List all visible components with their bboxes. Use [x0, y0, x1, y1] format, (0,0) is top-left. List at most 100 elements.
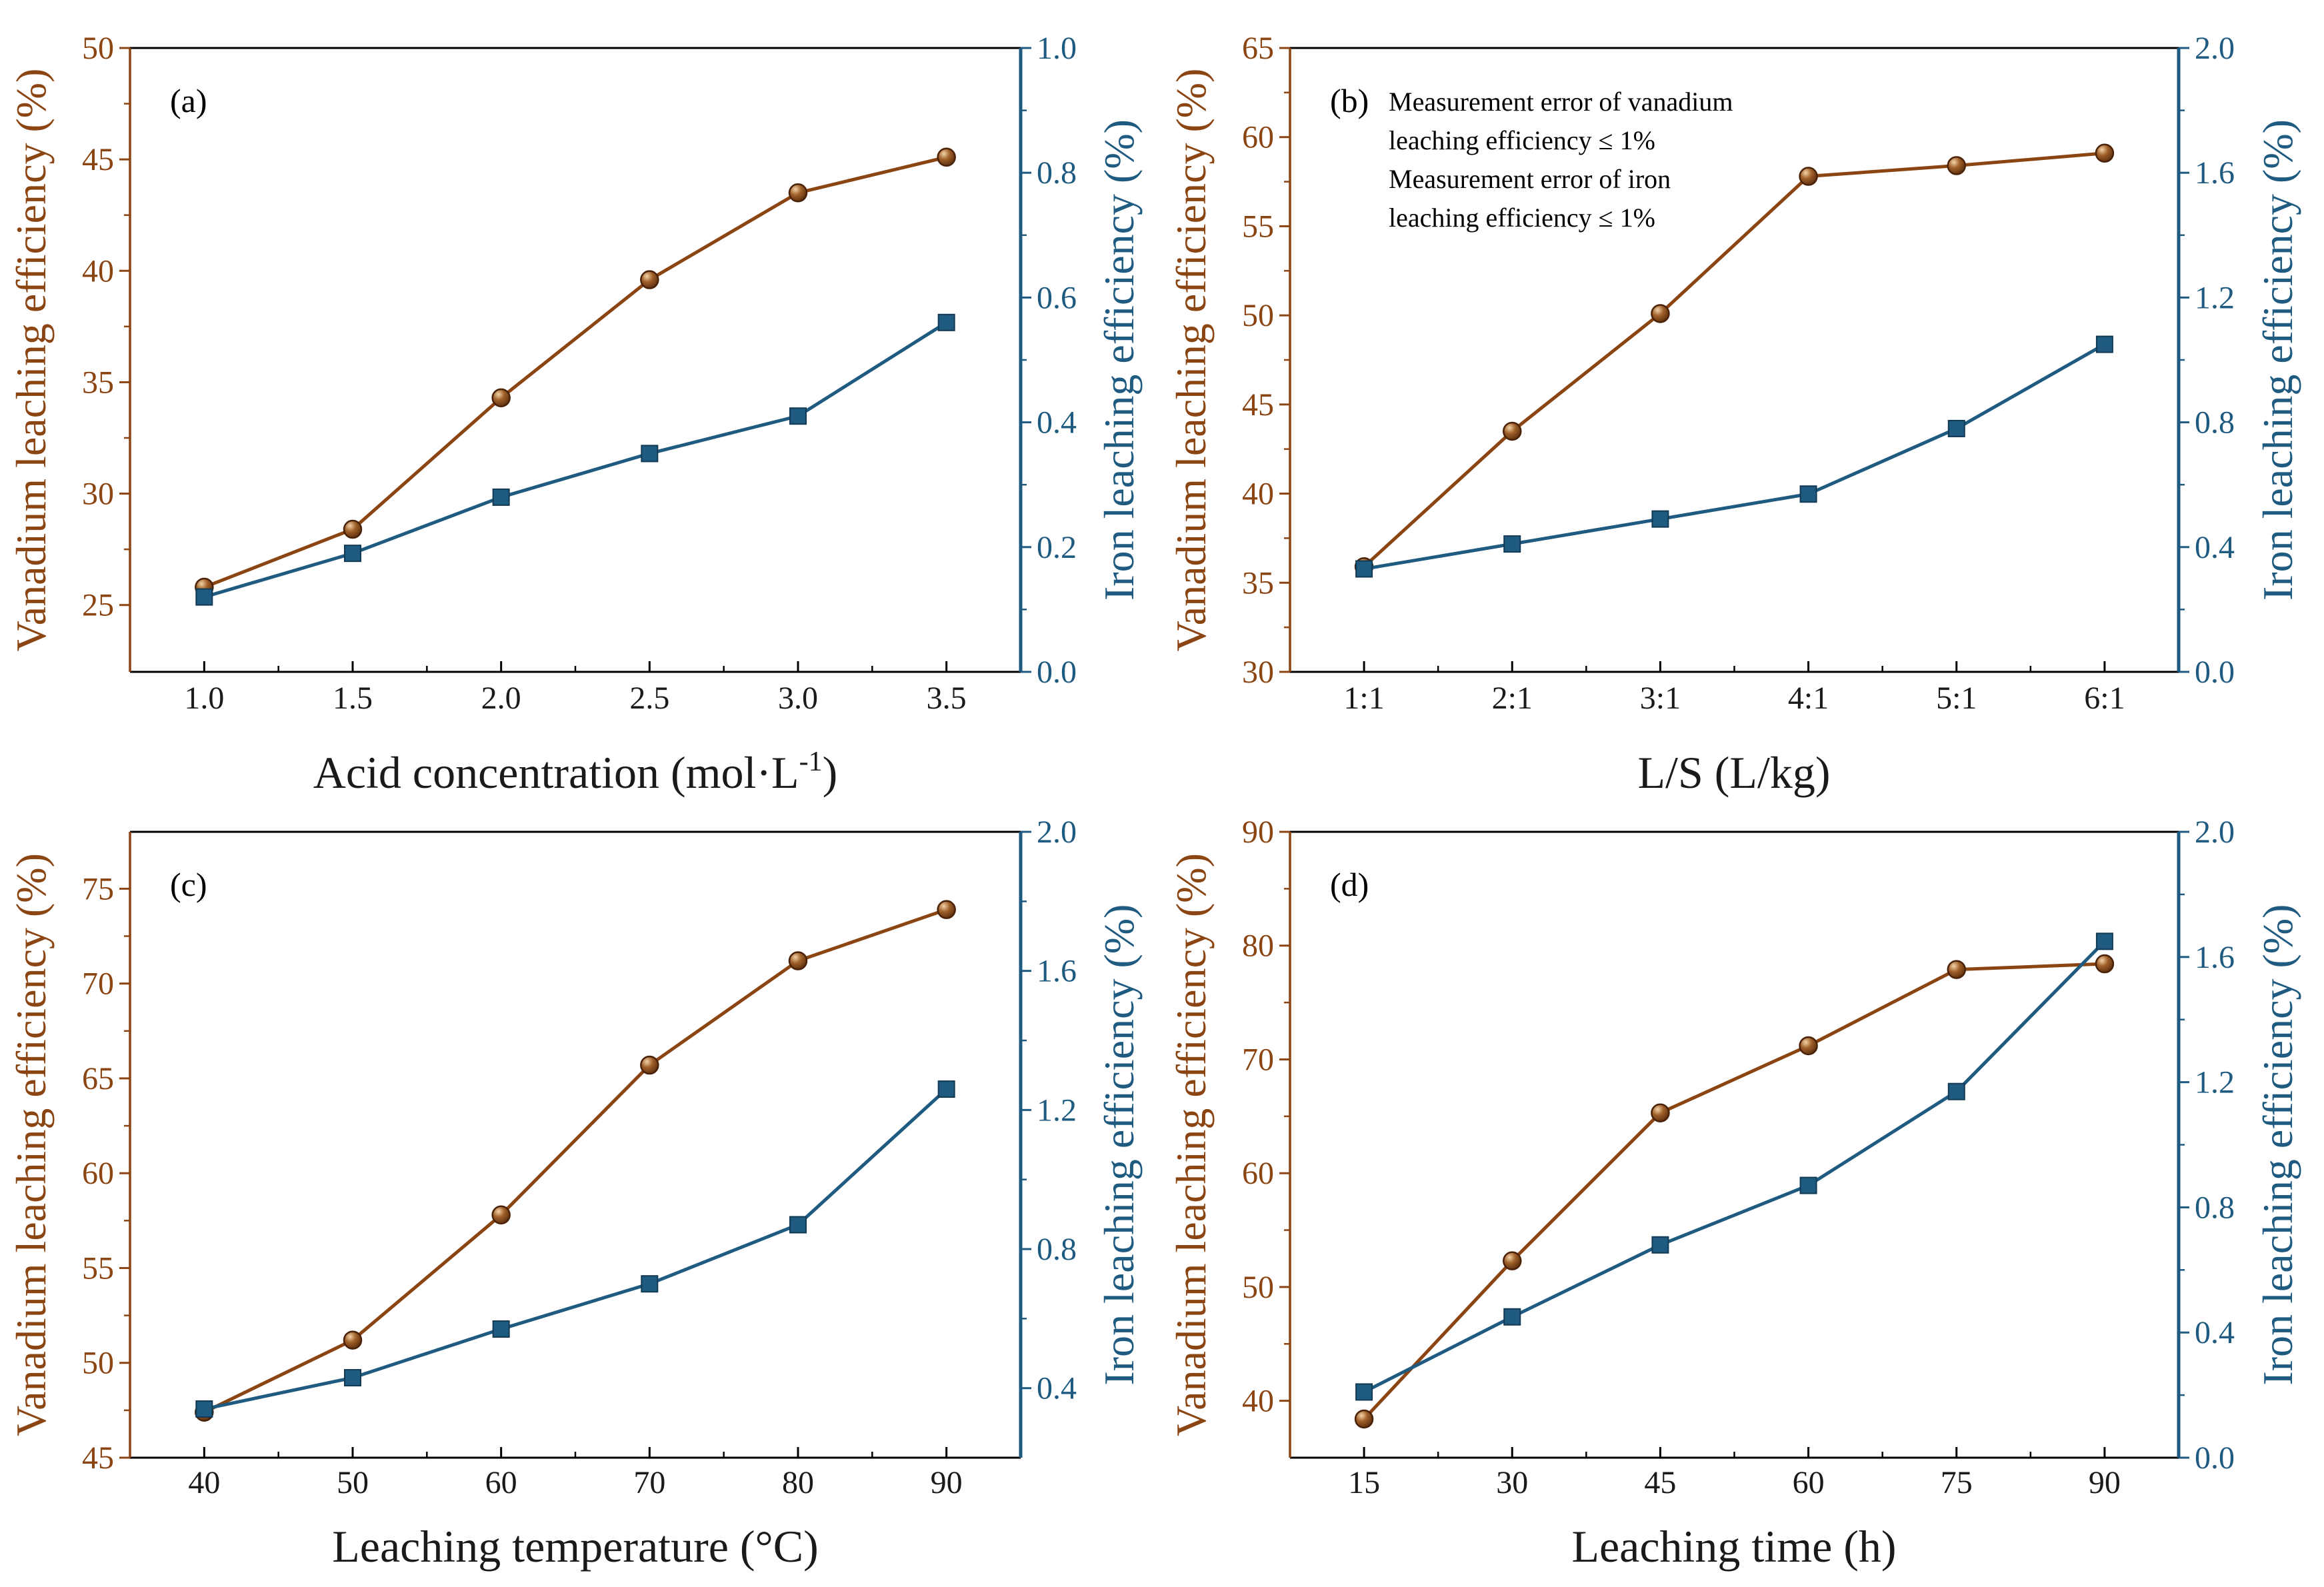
iron-data-point [1799, 1176, 1817, 1194]
left-tick-label: 50 [1242, 298, 1274, 333]
vanadium-data-point [1503, 1251, 1522, 1270]
x-tick-label: 2:1 [1492, 681, 1533, 716]
vanadium-data-point [1354, 1409, 1374, 1429]
vanadium-data-point [1947, 960, 1966, 979]
left-tick-label: 55 [1242, 209, 1274, 244]
left-tick-label: 50 [1242, 1270, 1274, 1305]
left-tick-label: 45 [1242, 387, 1274, 423]
x-tick-label: 1:1 [1343, 681, 1384, 716]
right-tick-label: 1.2 [2195, 1065, 2235, 1100]
x-tick-label: 2.0 [481, 681, 521, 716]
vanadium-data-point [2095, 143, 2115, 163]
right-tick-label: 0.8 [2195, 1190, 2235, 1225]
x-tick-label: 3.5 [927, 681, 967, 716]
iron-data-point [2095, 932, 2113, 950]
vanadium-data-point [2095, 954, 2115, 974]
annotation-line: Measurement error of iron [1389, 164, 1671, 194]
right-tick-label: 0.8 [1037, 155, 1077, 191]
x-axis-title-main: Acid concentration (mol·L [313, 747, 799, 798]
right-tick-label: 0.4 [2195, 530, 2235, 565]
vanadium-data-point [788, 951, 808, 970]
panel-b: 1:1 2:1 3:1 4:1 5:1 6:1 30 35 40 45 50 55 60 65 0.0 0.4… [1167, 31, 2301, 798]
left-axis-title: Vanadium leaching efficiency (%) [7, 69, 55, 652]
iron-data-point [492, 488, 510, 506]
right-tick-label: 0.2 [1037, 530, 1077, 565]
x-tick-label: 50 [337, 1465, 369, 1500]
iron-data-point [1651, 510, 1669, 528]
iron-data-point [1799, 485, 1817, 503]
vanadium-data-point [343, 1330, 363, 1350]
right-tick-label: 0.0 [2195, 1440, 2235, 1476]
right-tick-label: 2.0 [2195, 31, 2235, 66]
left-tick-label: 90 [1242, 814, 1274, 850]
left-tick-label: 55 [82, 1250, 114, 1286]
x-tick-label: 60 [485, 1465, 517, 1500]
panel-d: 15 30 45 60 75 90 40 50 60 70 80 90 0.0 0.4 0.8 1.2 1.6 2… [1167, 814, 2301, 1572]
right-tick-label: 1.0 [1037, 31, 1077, 66]
left-axis-title: Vanadium leaching efficiency (%) [7, 853, 55, 1436]
right-tick-label: 0.0 [1037, 655, 1077, 690]
vanadium-data-point [1651, 1103, 1670, 1122]
x-tick-label: 80 [782, 1465, 814, 1500]
panel-label: (a) [170, 82, 207, 119]
left-tick-label: 70 [1242, 1042, 1274, 1077]
iron-series-line [1363, 940, 2106, 1394]
right-tick-label: 2.0 [1037, 814, 1077, 850]
vanadium-data-point [937, 900, 956, 919]
right-tick-label: 1.2 [2195, 280, 2235, 315]
left-tick-label: 30 [1242, 655, 1274, 690]
left-tick-label: 40 [1242, 477, 1274, 512]
left-tick-label: 65 [82, 1061, 114, 1096]
x-axis-title-main: L/S (L/kg) [1638, 747, 1831, 798]
iron-data-point [641, 1275, 659, 1293]
x-tick-label: 90 [931, 1465, 963, 1500]
x-tick-label: 75 [1941, 1465, 1973, 1500]
panel-c: 40 50 60 70 80 90 45 50 55 60 65 70 75 0.4 0.8 1.2 1.6 2.… [7, 814, 1143, 1572]
x-axis-title: Leaching time (h) [1571, 1521, 1896, 1572]
annotation-line: Measurement error of vanadium [1389, 87, 1733, 117]
iron-data-point [344, 1369, 361, 1387]
left-axis-title: Vanadium leaching efficiency (%) [1167, 853, 1215, 1436]
left-tick-label: 50 [82, 1346, 114, 1381]
iron-data-point [1947, 419, 1965, 437]
vanadium-series-line [1363, 962, 2105, 1420]
vanadium-data-point [1651, 304, 1670, 323]
x-axis-title-main: Leaching temperature (°C) [332, 1521, 819, 1572]
right-tick-label: 0.4 [1037, 1371, 1077, 1406]
right-tick-label: 2.0 [2195, 814, 2235, 850]
iron-data-point [1355, 560, 1373, 578]
x-tick-label: 15 [1348, 1465, 1380, 1500]
iron-series-line [1363, 343, 2106, 571]
x-tick-label: 40 [188, 1465, 220, 1500]
right-tick-label: 0.8 [1037, 1232, 1077, 1267]
x-axis-title-sup: -1 [799, 747, 823, 777]
panel-label: (b) [1330, 82, 1369, 119]
panel-label: (c) [170, 866, 207, 903]
iron-data-point [2095, 335, 2113, 353]
right-axis-title: Iron leaching efficiency (%) [1095, 119, 1143, 601]
right-axis-title: Iron leaching efficiency (%) [2254, 119, 2301, 601]
vanadium-data-point [788, 183, 808, 203]
vanadium-data-point [640, 1055, 659, 1075]
x-tick-label: 3:1 [1640, 681, 1681, 716]
x-axis-title: Acid concentration (mol·L-1) [313, 747, 838, 798]
iron-data-point [641, 445, 659, 463]
right-tick-label: 1.6 [1037, 954, 1077, 989]
left-tick-label: 75 [82, 871, 114, 906]
right-tick-label: 0.0 [2195, 655, 2235, 690]
annotation-line: leaching efficiency ≤ 1% [1389, 125, 1655, 155]
vanadium-data-point [491, 388, 511, 408]
iron-data-point [1503, 535, 1521, 553]
vanadium-series-line [203, 155, 947, 589]
iron-data-point [789, 1216, 807, 1234]
left-tick-label: 45 [82, 142, 114, 177]
left-axis-title: Vanadium leaching efficiency (%) [1167, 69, 1215, 652]
left-tick-label: 70 [82, 966, 114, 1002]
right-tick-label: 0.4 [2195, 1315, 2235, 1350]
iron-data-point [789, 407, 807, 425]
x-tick-label: 4:1 [1788, 681, 1829, 716]
right-tick-label: 1.2 [1037, 1092, 1077, 1128]
left-tick-label: 25 [82, 588, 114, 623]
x-tick-label: 90 [2089, 1465, 2121, 1500]
